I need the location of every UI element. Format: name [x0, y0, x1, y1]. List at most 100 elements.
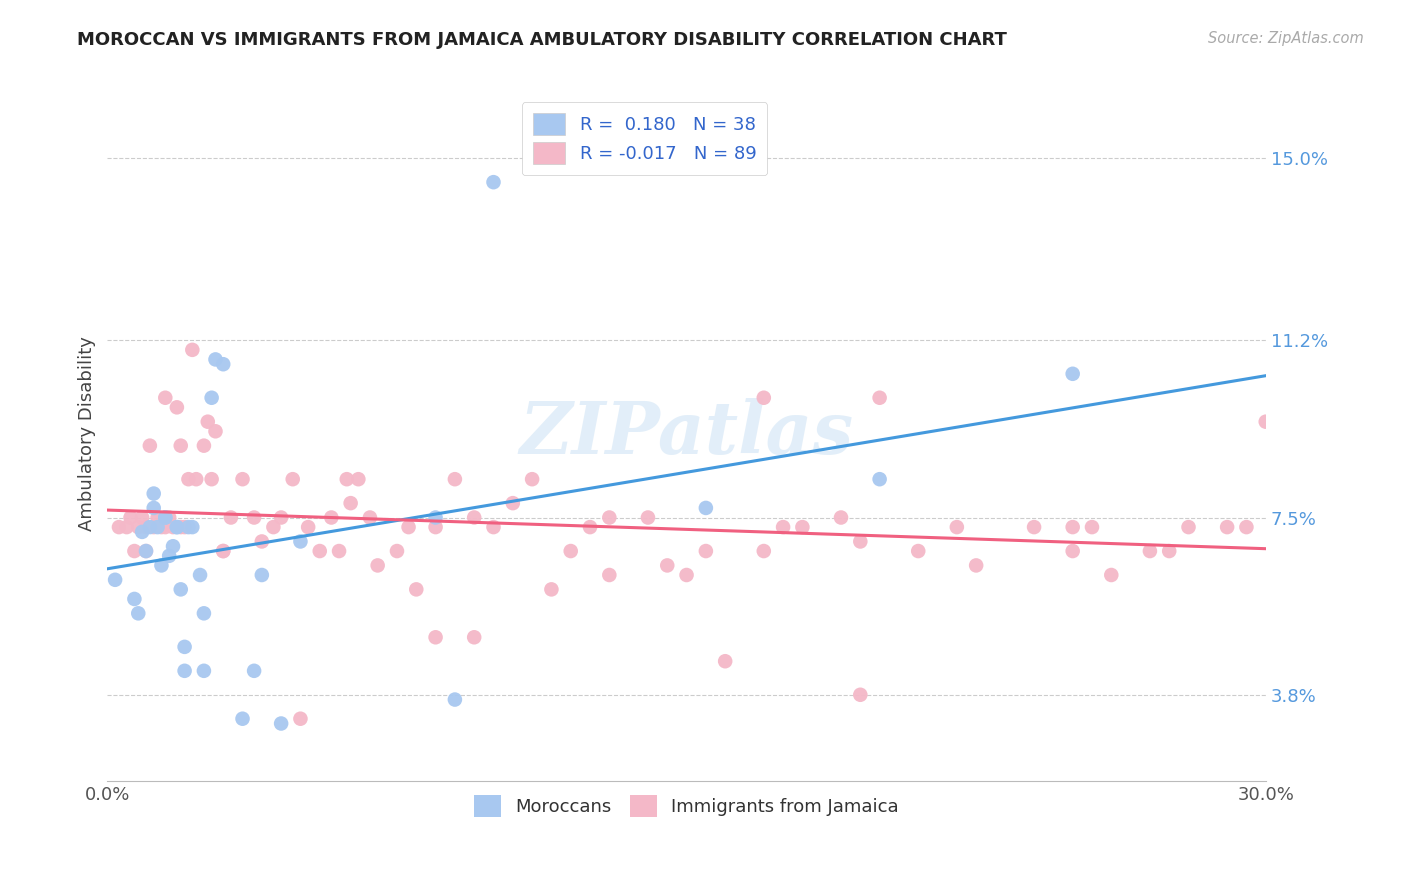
Point	[502, 496, 524, 510]
Point	[142, 520, 165, 534]
Point	[1099, 568, 1122, 582]
Point	[1254, 415, 1277, 429]
Point	[231, 472, 253, 486]
Point	[1177, 520, 1199, 534]
Point	[150, 520, 173, 534]
Point	[675, 568, 697, 582]
Point	[201, 391, 224, 405]
Point	[139, 439, 162, 453]
Point	[177, 520, 200, 534]
Point	[965, 558, 987, 573]
Point	[173, 640, 195, 654]
Point	[157, 549, 180, 563]
Point	[250, 534, 273, 549]
Point	[135, 520, 157, 534]
Point	[482, 520, 505, 534]
Point	[124, 591, 146, 606]
Point	[560, 544, 582, 558]
Point	[166, 520, 188, 534]
Point	[155, 391, 177, 405]
Point	[869, 391, 891, 405]
Point	[714, 654, 737, 668]
Point	[398, 520, 420, 534]
Point	[425, 520, 447, 534]
Point	[139, 520, 162, 534]
Point	[1062, 367, 1084, 381]
Point	[127, 607, 149, 621]
Point	[270, 716, 292, 731]
Point	[359, 510, 381, 524]
Point	[204, 352, 226, 367]
Point	[131, 524, 153, 539]
Point	[166, 401, 188, 415]
Point	[752, 544, 775, 558]
Point	[463, 510, 485, 524]
Point	[336, 472, 359, 486]
Point	[135, 544, 157, 558]
Text: ZIPatlas: ZIPatlas	[519, 398, 853, 469]
Point	[104, 573, 127, 587]
Point	[157, 510, 180, 524]
Point	[1236, 520, 1258, 534]
Point	[444, 472, 467, 486]
Point	[162, 520, 184, 534]
Point	[146, 520, 169, 534]
Point	[186, 472, 208, 486]
Point	[598, 510, 620, 524]
Point	[425, 510, 447, 524]
Point	[772, 520, 794, 534]
Point	[321, 510, 343, 524]
Point	[425, 630, 447, 644]
Point	[347, 472, 370, 486]
Point	[212, 357, 235, 371]
Point	[290, 712, 312, 726]
Point	[598, 568, 620, 582]
Point	[444, 692, 467, 706]
Point	[243, 664, 266, 678]
Point	[520, 472, 543, 486]
Point	[637, 510, 659, 524]
Point	[231, 712, 253, 726]
Point	[162, 539, 184, 553]
Point	[1062, 520, 1084, 534]
Point	[482, 175, 505, 189]
Point	[212, 544, 235, 558]
Legend: Moroccans, Immigrants from Jamaica: Moroccans, Immigrants from Jamaica	[467, 788, 907, 824]
Point	[792, 520, 814, 534]
Point	[830, 510, 852, 524]
Point	[131, 510, 153, 524]
Point	[463, 630, 485, 644]
Point	[308, 544, 330, 558]
Point	[170, 439, 193, 453]
Point	[155, 520, 177, 534]
Point	[181, 520, 204, 534]
Point	[146, 510, 169, 524]
Point	[177, 472, 200, 486]
Point	[540, 582, 562, 597]
Point	[657, 558, 679, 573]
Point	[193, 439, 215, 453]
Point	[197, 415, 219, 429]
Point	[193, 664, 215, 678]
Point	[250, 568, 273, 582]
Point	[115, 520, 138, 534]
Point	[173, 520, 195, 534]
Point	[290, 534, 312, 549]
Point	[849, 688, 872, 702]
Point	[946, 520, 969, 534]
Point	[297, 520, 319, 534]
Point	[219, 510, 242, 524]
Point	[243, 510, 266, 524]
Point	[124, 544, 146, 558]
Point	[262, 520, 284, 534]
Point	[385, 544, 408, 558]
Point	[695, 500, 717, 515]
Point	[142, 500, 165, 515]
Point	[405, 582, 427, 597]
Point	[155, 510, 177, 524]
Point	[328, 544, 350, 558]
Y-axis label: Ambulatory Disability: Ambulatory Disability	[79, 336, 96, 531]
Point	[281, 472, 304, 486]
Point	[695, 544, 717, 558]
Point	[173, 664, 195, 678]
